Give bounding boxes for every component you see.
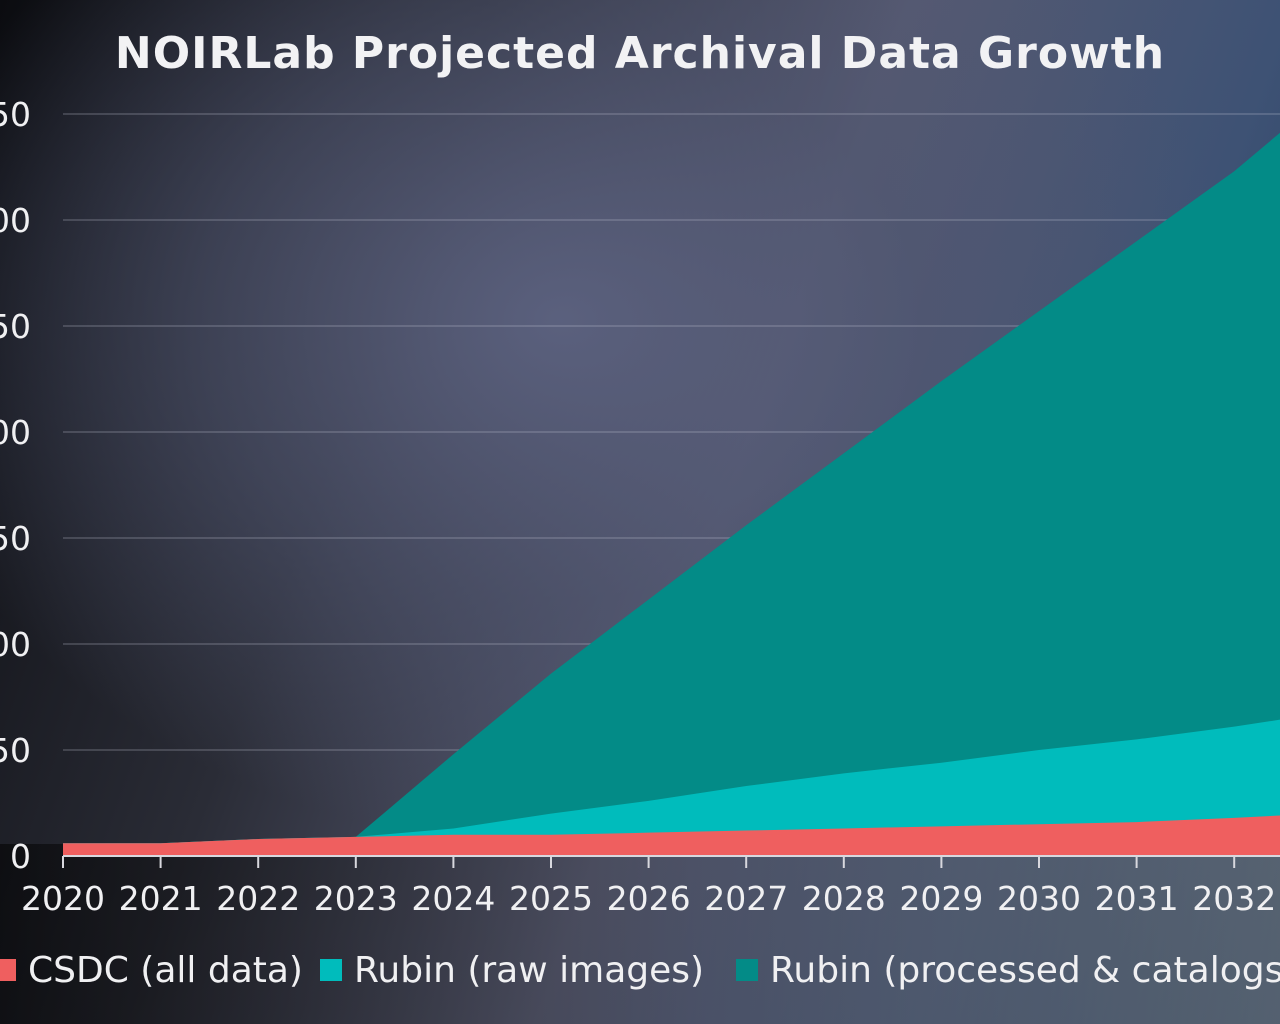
y-tick-label: 300	[0, 201, 31, 240]
x-tick-label: 2028	[802, 879, 886, 918]
x-tick-label: 2022	[216, 879, 300, 918]
y-tick-label: 0	[10, 837, 31, 876]
x-tick-label: 2029	[899, 879, 983, 918]
y-tick-label: 350	[0, 95, 31, 134]
y-tick-label: 100	[0, 625, 31, 664]
legend: CSDC (all data) Rubin (raw images) Rubin…	[0, 940, 1280, 1000]
x-tick-label: 2024	[411, 879, 495, 918]
x-tick-label: 2026	[607, 879, 691, 918]
x-tick-label: 2030	[997, 879, 1081, 918]
x-tick-label: 2025	[509, 879, 593, 918]
x-tick-label: 2021	[119, 879, 203, 918]
area-rubin-processed-catalogs	[63, 132, 1280, 857]
legend-swatch-rubin-processed	[736, 959, 758, 981]
y-tick-label: 50	[0, 731, 31, 770]
area-rubin-raw-images	[63, 719, 1280, 856]
y-tick-label: 200	[0, 413, 31, 452]
legend-item-rubin-raw: Rubin (raw images)	[320, 940, 704, 1000]
x-tick-label: 2023	[314, 879, 398, 918]
x-tick-label: 2032	[1192, 879, 1276, 918]
chart-title: NOIRLab Projected Archival Data Growth	[114, 28, 1166, 79]
legend-label-rubin-raw: Rubin (raw images)	[354, 949, 705, 991]
legend-swatch-rubin-raw	[320, 959, 342, 981]
y-tick-label: 150	[0, 519, 31, 558]
legend-label-csdc: CSDC (all data)	[28, 949, 303, 991]
axes: 0 50 100 150 200 250 300 350 2020 2021 2022 2023 202…	[0, 95, 1280, 918]
x-tick-label: 2027	[704, 879, 788, 918]
legend-item-rubin-processed: Rubin (processed & catalogs)	[736, 940, 1280, 1000]
legend-swatch-csdc	[0, 959, 16, 981]
legend-item-csdc: CSDC (all data)	[0, 940, 303, 1000]
y-tick-label: 250	[0, 307, 31, 346]
x-tick-label: 2031	[1095, 879, 1179, 918]
area-series	[63, 132, 1280, 857]
x-tick-label: 2020	[21, 879, 105, 918]
area-csdc-all-data	[63, 815, 1280, 856]
legend-label-rubin-processed: Rubin (processed & catalogs)	[770, 949, 1280, 991]
